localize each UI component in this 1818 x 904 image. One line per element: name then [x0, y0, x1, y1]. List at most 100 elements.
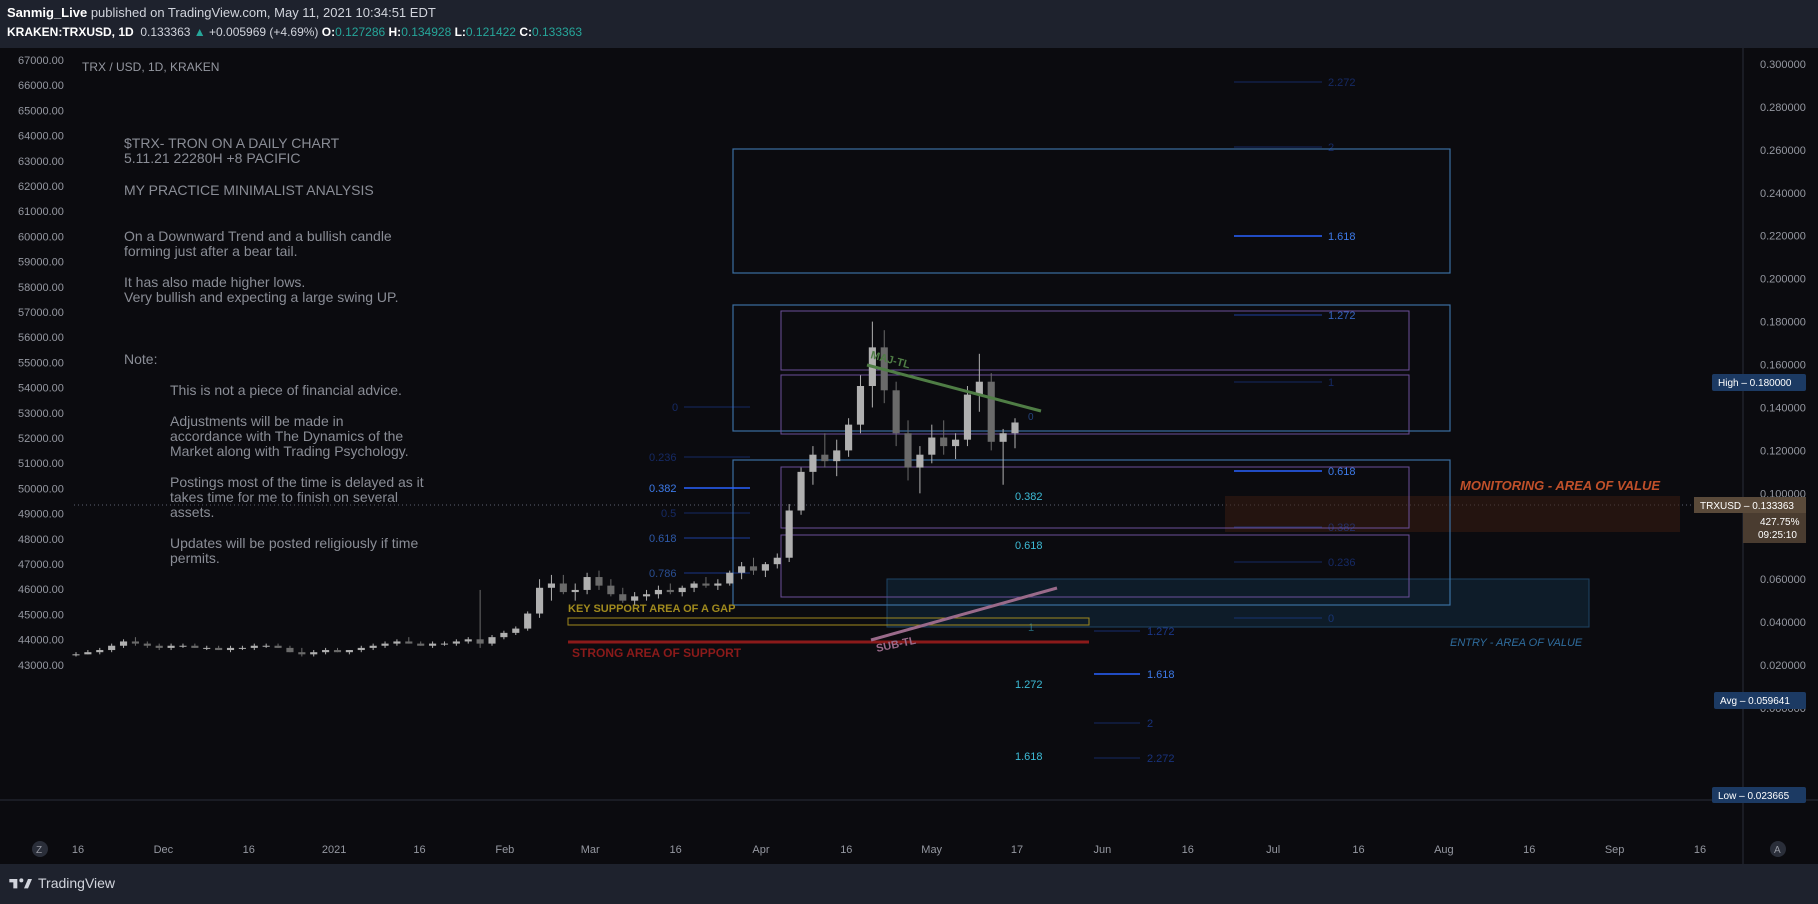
candle-body[interactable] — [262, 645, 270, 647]
candle-body[interactable] — [749, 566, 758, 571]
auto-scale-button[interactable] — [1770, 841, 1786, 857]
candle-body[interactable] — [940, 437, 948, 447]
candle-body[interactable] — [571, 589, 579, 593]
candle-body[interactable] — [476, 639, 484, 644]
candle-body[interactable] — [524, 613, 532, 629]
candle-body[interactable] — [714, 583, 722, 586]
candle-body[interactable] — [215, 647, 223, 651]
candle-body[interactable] — [547, 583, 556, 588]
candle-body[interactable] — [797, 471, 805, 511]
tradingview-logo[interactable]: TradingView — [8, 875, 115, 891]
candle-body[interactable] — [535, 587, 544, 614]
candle-body[interactable] — [963, 394, 972, 440]
candle-body[interactable] — [429, 643, 437, 646]
candle-body[interactable] — [369, 645, 377, 648]
entry-zone[interactable] — [886, 578, 1590, 628]
candle-body[interactable] — [904, 433, 912, 468]
candle-body[interactable] — [488, 637, 496, 644]
candle-body[interactable] — [226, 647, 235, 651]
candle-body[interactable] — [975, 381, 983, 395]
candle-body[interactable] — [167, 645, 175, 648]
candle-body[interactable] — [619, 594, 627, 601]
purple-box-4[interactable] — [780, 534, 1410, 598]
candle-body[interactable] — [298, 652, 306, 655]
key-support-zone[interactable] — [567, 617, 1090, 626]
candle-body[interactable] — [952, 439, 960, 447]
candle-body[interactable] — [238, 647, 246, 649]
candle-body[interactable] — [809, 454, 817, 472]
candle-body[interactable] — [119, 641, 128, 646]
candle-body[interactable] — [738, 566, 746, 573]
candle-body[interactable] — [892, 390, 900, 434]
candle-body[interactable] — [690, 583, 698, 588]
candle-body[interactable] — [761, 564, 769, 571]
candle-body[interactable] — [500, 632, 508, 638]
left-axis-tick-label: 65000.00 — [18, 105, 64, 117]
candle-body[interactable] — [678, 587, 686, 593]
candle-body[interactable] — [381, 643, 389, 646]
author-name[interactable]: Sanmig_Live — [7, 5, 88, 20]
fib-right[interactable]: 2.272 2 1.618 1.272 1 0.618 0.382 0.236 … — [1234, 77, 1356, 625]
candle-body[interactable] — [72, 654, 80, 656]
purple-box-2[interactable] — [780, 374, 1410, 435]
candle-body[interactable] — [999, 433, 1007, 442]
candle-body[interactable] — [203, 647, 211, 649]
candle-body[interactable] — [631, 596, 639, 601]
candle-body[interactable] — [310, 652, 318, 655]
candle-body[interactable] — [345, 650, 353, 653]
candle-body[interactable] — [702, 583, 710, 586]
candle-body[interactable] — [583, 577, 591, 590]
candle-body[interactable] — [274, 645, 282, 648]
candle-body[interactable] — [595, 577, 603, 586]
candle-body[interactable] — [250, 645, 258, 648]
candle-body[interactable] — [607, 585, 615, 595]
target-box-top[interactable] — [732, 148, 1451, 274]
candle-body[interactable] — [393, 641, 401, 644]
time-zone-button[interactable] — [32, 841, 48, 857]
major-trendline[interactable] — [866, 363, 1042, 413]
candle-body[interactable] — [440, 643, 449, 645]
candle-body[interactable] — [559, 583, 567, 593]
candle-body[interactable] — [131, 641, 139, 644]
candle-body[interactable] — [405, 641, 413, 644]
candle-body[interactable] — [833, 450, 841, 462]
sub-trendline[interactable] — [870, 586, 1058, 642]
candle-body[interactable] — [1011, 422, 1019, 434]
candle-body[interactable] — [333, 650, 342, 653]
monitoring-zone[interactable] — [1225, 496, 1680, 532]
candle-body[interactable] — [322, 650, 330, 653]
candle-body[interactable] — [84, 652, 92, 655]
candle-body[interactable] — [654, 589, 662, 595]
purple-box-1[interactable] — [780, 310, 1410, 371]
candle-body[interactable] — [286, 647, 294, 653]
candle-body[interactable] — [452, 641, 460, 644]
candle-body[interactable] — [821, 454, 829, 462]
fib-left[interactable]: 0 0.236 0.382 0.5 0.618 0.786 — [649, 402, 750, 580]
candle-body[interactable] — [464, 639, 472, 642]
candle-body[interactable] — [916, 454, 924, 468]
candle-body[interactable] — [856, 386, 865, 425]
candle-body[interactable] — [143, 643, 151, 646]
candle-body[interactable] — [179, 645, 187, 647]
candle-body[interactable] — [417, 643, 425, 646]
candle-body[interactable] — [357, 647, 365, 651]
candle-body[interactable] — [96, 650, 104, 653]
candle-body[interactable] — [785, 510, 793, 558]
candle-body[interactable] — [191, 645, 199, 648]
candle-body[interactable] — [987, 381, 995, 442]
target-box-mid[interactable] — [732, 304, 1451, 432]
candle-body[interactable] — [666, 589, 674, 593]
candle-body[interactable] — [512, 628, 520, 633]
candle-body[interactable] — [642, 594, 651, 597]
purple-box-3[interactable] — [780, 466, 1410, 529]
fib-bottom[interactable]: 1.272 1.618 2 2.272 — [1094, 626, 1175, 765]
range-box-lower[interactable] — [732, 459, 1451, 606]
candle-body[interactable] — [726, 572, 734, 584]
candle-body[interactable] — [108, 645, 116, 651]
candle-body[interactable] — [155, 645, 163, 648]
chart-area[interactable]: TRX / USD, 1D, KRAKEN 67000.00 66000.00 65… — [0, 48, 1818, 864]
chart-canvas[interactable]: TRX / USD, 1D, KRAKEN 67000.00 66000.00 65… — [0, 48, 1818, 864]
candle-body[interactable] — [773, 557, 781, 565]
candle-body[interactable] — [845, 424, 853, 451]
candle-body[interactable] — [928, 437, 936, 455]
